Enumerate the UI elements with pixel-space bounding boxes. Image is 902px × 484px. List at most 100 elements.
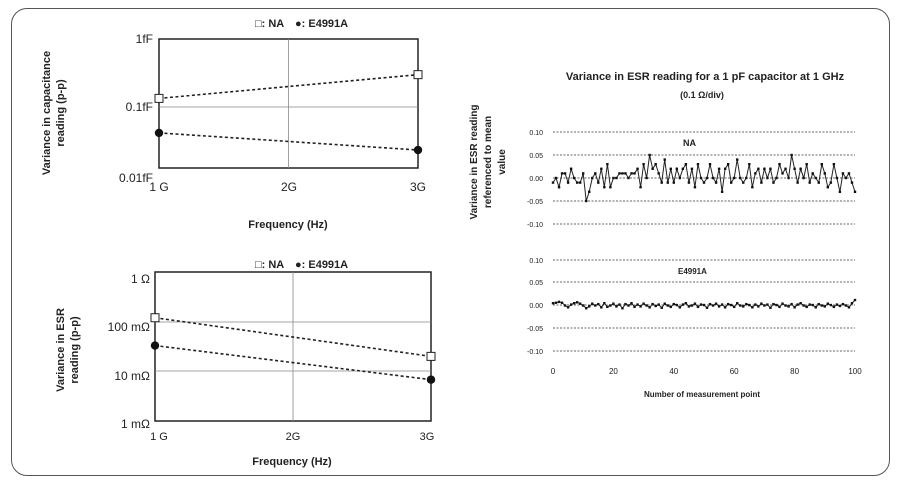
chart3-e4991a-point (733, 305, 736, 309)
panel-na-ytick--0.10: -0.10 (527, 222, 543, 229)
chart3-na-point (645, 176, 648, 180)
chart3-na-point (606, 163, 609, 166)
chart3-e4991a-point (808, 303, 811, 306)
chart3-e4991a-point (642, 302, 645, 305)
chart3-e4991a-point (769, 306, 772, 309)
chart3-e4991a-point (841, 302, 845, 306)
chart3-na-point (826, 186, 830, 189)
chart3-na-point (666, 181, 669, 184)
chart3-na-point (790, 153, 793, 157)
chart3-e4991a-point (702, 303, 706, 307)
chart3-na-point (603, 186, 606, 189)
chart3-na-point (600, 167, 603, 170)
chart2-ylabel-line1: Variance in ESR (55, 308, 67, 392)
chart3-na-point (560, 172, 564, 175)
chart3-e4991a-point (805, 305, 808, 309)
chart3-na-point (551, 181, 555, 184)
chart3-na-point (642, 163, 645, 166)
chart3-na-point (787, 176, 790, 180)
chart3-e4991a-point (696, 305, 700, 309)
chart3-na-point (575, 181, 579, 184)
chart3-e4991a-point (557, 300, 561, 304)
chart3-e4991a-point (618, 303, 621, 306)
chart3-e4991a-point (681, 303, 685, 306)
esr-chart: □: NA ●: E4991A Variance in ESR reading … (55, 259, 436, 468)
panel-na-ytick--0.05: -0.05 (527, 199, 543, 206)
chart3-na-point (793, 167, 796, 170)
chart3-e4991a-point (775, 303, 778, 307)
chart3-na-point (569, 167, 573, 170)
chart3-e4991a-point (817, 302, 820, 306)
panel-e4991a-series-layer (551, 298, 857, 310)
chart3-e4991a-point (772, 302, 775, 306)
panel-na-ytick-0.00: 0.00 (529, 176, 543, 183)
chart3-e4991a-point (781, 302, 784, 305)
chart1-xtick-2g: 2G (281, 180, 297, 194)
chart3-e4991a-point (648, 306, 651, 309)
chart3-na-point (817, 181, 820, 184)
chart3-na-point (578, 181, 582, 184)
chart3-na-point (585, 199, 588, 203)
chart1-xtick-3g: 3G (410, 180, 426, 194)
chart3-e4991a-point (672, 302, 675, 306)
chart2-series-layer (150, 313, 436, 384)
chart3-e4991a-point (687, 305, 691, 308)
chart3-xtick-0: 0 (551, 367, 556, 376)
chart3-e4991a-point (684, 302, 688, 305)
chart3-e4991a-point (787, 305, 790, 308)
chart3-xticks: 0 20 40 60 80 100 (551, 367, 862, 376)
chart3-na-point (751, 186, 754, 189)
chart3-e4991a-point (778, 305, 781, 309)
chart2-series-na-line (154, 316, 432, 358)
panel-na-ytick-0.05: 0.05 (529, 153, 543, 160)
chart3-na-point (838, 190, 842, 193)
chart3-e4991a-point (554, 301, 558, 304)
chart3-e4991a-point (754, 303, 757, 306)
chart3-na-point (757, 167, 760, 170)
chart3-na-point (621, 172, 624, 175)
chart3-na-point (802, 176, 805, 180)
chart3-na-point (778, 163, 781, 166)
chart3-e4991a-point (790, 302, 793, 306)
chart3-e4991a-point (654, 304, 657, 308)
chart2-legend: □: NA ●: E4991A (255, 259, 348, 271)
chart3-e4991a-point (627, 304, 630, 307)
chart3-na-point (566, 181, 570, 184)
chart1-legend-na: □: NA (255, 18, 284, 30)
chart3-na-point (763, 167, 766, 170)
chart3-e4991a-point (630, 302, 633, 305)
chart3-e4991a-point (820, 304, 823, 307)
chart1-point-na-0 (154, 93, 164, 103)
chart3-na-point (775, 176, 778, 180)
chart3-na-point (814, 176, 817, 180)
panel-e4991a-label: E4991A (678, 267, 707, 276)
chart1-legend-e4991a: ●: E4991A (295, 18, 348, 30)
chart3-e4991a-point (799, 302, 802, 305)
chart3-na-point (829, 181, 833, 184)
chart3-na-point (636, 167, 639, 170)
chart3-e4991a-point (802, 304, 805, 307)
chart3-e4991a-point (832, 305, 836, 309)
chart3-na-point (572, 176, 576, 180)
chart3-na-point (733, 176, 736, 180)
chart3-na-point (711, 176, 715, 180)
chart3-e4991a-point (572, 302, 576, 305)
chart2-point-e4991a-0 (150, 341, 160, 350)
chart2-grid (155, 272, 431, 421)
chart3-ylabel-line2: referenced to mean (483, 116, 494, 208)
chart3-na-point (844, 176, 848, 180)
chart3-e4991a-point (600, 306, 603, 309)
chart3-xtick-20: 20 (609, 367, 618, 376)
chart3-e4991a-point (720, 303, 724, 306)
chart3-subtitle: (0.1 Ω/div) (680, 90, 724, 100)
chart3-na-point (784, 167, 787, 170)
chart3-e4991a-point (606, 305, 609, 309)
chart3-e4991a-point (835, 303, 839, 306)
chart3-na-point (654, 163, 657, 166)
chart3-e4991a-point (585, 307, 588, 310)
chart3-e4991a-point (582, 304, 585, 307)
chart3-e4991a-point (666, 304, 669, 307)
chart1-xlabel: Frequency (Hz) (248, 219, 328, 231)
chart2-point-na-0 (150, 313, 160, 323)
chart2-ytick-10mohm: 10 mΩ (114, 369, 150, 383)
